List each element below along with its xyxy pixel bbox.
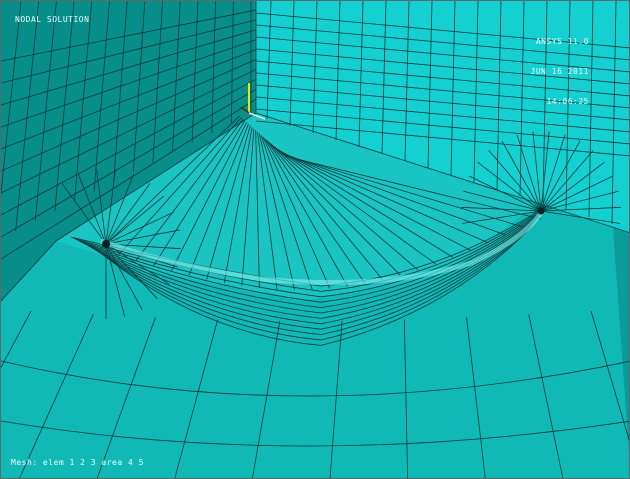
back-wall-right	[256, 1, 629, 233]
overlay-bottom: Mesh: elem 1 2 3 area 4 5	[11, 458, 144, 467]
overlay-right-info: ANSYS 11.0 JUN 16 2011 14:06:25	[531, 17, 589, 127]
info-line-time: 14:06:25	[546, 97, 589, 106]
front-wall-left	[1, 1, 256, 301]
coordinate-triad-icon	[240, 83, 266, 120]
info-line-date: JUN 16 2011	[530, 67, 589, 76]
crack-band	[100, 211, 544, 286]
crack-tip-left	[102, 240, 110, 248]
info-line-version: ANSYS 11.0	[535, 37, 589, 46]
overlay-left-title: NODAL SOLUTION	[15, 15, 90, 24]
crack-tip-right	[537, 207, 545, 215]
floor-ring-region	[56, 113, 541, 301]
